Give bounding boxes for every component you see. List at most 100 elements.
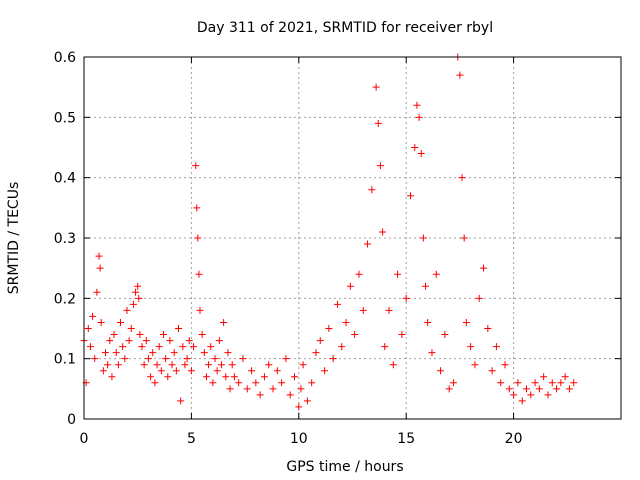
data-point <box>248 367 256 375</box>
data-point <box>211 355 219 363</box>
data-point <box>138 343 146 351</box>
data-point <box>106 337 114 345</box>
data-point <box>205 361 213 369</box>
data-point <box>510 391 518 399</box>
data-point <box>359 306 367 314</box>
y-tick-label: 0.6 <box>54 50 76 66</box>
y-tick-label: 0 <box>67 412 76 428</box>
data-point <box>297 385 305 393</box>
data-point <box>179 343 187 351</box>
data-point <box>544 391 552 399</box>
data-point <box>441 331 449 339</box>
data-point <box>428 349 436 357</box>
data-point <box>557 379 565 387</box>
data-point <box>108 373 116 381</box>
data-point <box>220 318 228 326</box>
data-point <box>471 361 479 369</box>
data-point <box>166 337 174 345</box>
data-point <box>376 162 384 170</box>
data-point <box>424 318 432 326</box>
data-point <box>121 355 129 363</box>
data-point <box>230 373 238 381</box>
data-point <box>475 294 483 302</box>
data-point <box>437 367 445 375</box>
data-point <box>316 337 324 345</box>
data-point <box>518 397 526 405</box>
data-point <box>84 325 92 332</box>
data-point <box>162 355 170 363</box>
data-point <box>195 270 203 278</box>
x-tick-label: 5 <box>187 431 196 447</box>
data-point <box>198 331 206 339</box>
data-point <box>398 331 406 339</box>
data-point <box>123 306 131 314</box>
data-point <box>89 312 97 320</box>
data-point <box>183 355 191 363</box>
data-point <box>269 385 277 393</box>
data-point <box>535 385 543 393</box>
data-point <box>273 367 281 375</box>
data-point <box>338 343 346 351</box>
chart-title: Day 311 of 2021, SRMTID for receiver rby… <box>197 20 493 36</box>
data-point <box>497 379 505 387</box>
data-point <box>501 361 509 369</box>
data-point <box>192 162 200 170</box>
data-point <box>101 349 109 357</box>
data-point <box>132 288 140 296</box>
data-point <box>565 385 573 393</box>
y-tick-label: 0.5 <box>54 110 76 126</box>
data-point <box>209 379 217 387</box>
data-point <box>112 349 120 357</box>
data-point <box>385 306 393 314</box>
data-point <box>303 397 311 405</box>
y-tick-label: 0.4 <box>54 171 76 187</box>
data-point <box>372 83 380 91</box>
data-point <box>265 361 273 369</box>
data-point <box>175 325 183 332</box>
x-tick-label: 10 <box>290 431 308 447</box>
data-point <box>256 391 264 399</box>
data-point <box>342 318 350 326</box>
data-point <box>185 337 193 345</box>
data-point <box>127 325 135 332</box>
data-point <box>514 379 522 387</box>
data-point <box>449 379 457 387</box>
data-point <box>91 355 99 363</box>
grid-lines <box>84 57 621 419</box>
data-point <box>99 367 107 375</box>
data-point <box>215 337 223 345</box>
data-point <box>147 373 155 381</box>
y-axis-ticks: 0 0.1 0.2 0.3 0.4 0.5 0.6 <box>54 50 621 428</box>
data-point <box>374 119 382 127</box>
x-axis-ticks: 0 5 10 15 20 <box>80 57 523 447</box>
data-point <box>445 385 453 393</box>
data-point <box>484 325 492 332</box>
data-point <box>168 361 176 369</box>
x-tick-label: 0 <box>80 431 89 447</box>
data-point <box>458 174 466 182</box>
data-point <box>222 373 230 381</box>
x-tick-label: 15 <box>397 431 415 447</box>
data-point <box>202 373 210 381</box>
data-point <box>136 331 144 339</box>
data-point <box>159 331 167 339</box>
data-point <box>351 331 359 339</box>
data-point <box>119 343 127 351</box>
data-point <box>467 343 475 351</box>
data-point <box>164 373 172 381</box>
data-point <box>291 373 299 381</box>
data-point <box>456 71 464 79</box>
data-point <box>196 306 204 314</box>
data-point <box>402 294 410 302</box>
data-point <box>527 391 535 399</box>
y-tick-label: 0.3 <box>54 231 76 247</box>
data-point <box>321 367 329 375</box>
data-point <box>142 337 150 345</box>
data-point <box>394 270 402 278</box>
data-point <box>492 343 500 351</box>
data-point <box>129 300 137 308</box>
data-point <box>480 264 488 272</box>
data-point <box>224 349 232 357</box>
data-point <box>570 379 578 387</box>
